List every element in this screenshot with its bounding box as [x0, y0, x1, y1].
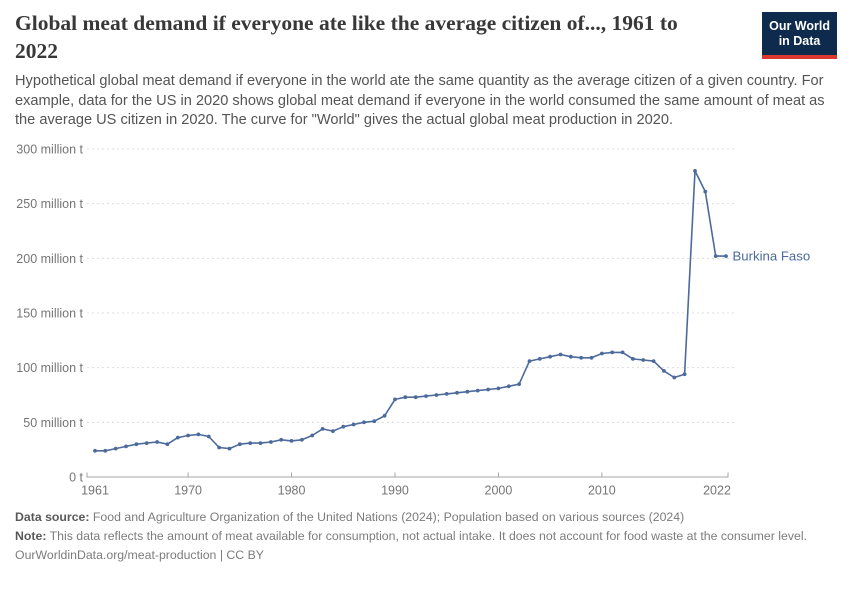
owid-logo: Our World in Data	[762, 12, 837, 59]
data-point	[475, 388, 480, 393]
data-point	[693, 169, 697, 173]
data-point	[300, 437, 304, 442]
data-point	[320, 427, 325, 431]
data-point	[93, 448, 97, 453]
data-point	[662, 369, 666, 373]
x-axis-label: 1990	[381, 484, 409, 498]
data-point	[351, 422, 356, 427]
data-point	[558, 352, 563, 357]
note-line: Note: This data reflects the amount of m…	[15, 527, 837, 546]
owid-logo-line2: in Data	[778, 34, 821, 48]
data-point	[600, 351, 604, 356]
chart-title: Global meat demand if everyone ate like …	[15, 11, 678, 63]
data-point	[279, 437, 284, 442]
y-axis-label: 150 million t	[16, 307, 83, 321]
data-point	[641, 358, 646, 362]
data-point	[434, 393, 439, 397]
data-point	[631, 357, 635, 361]
chart-footer: Data source: Food and Agriculture Organi…	[15, 508, 837, 565]
data-point	[186, 433, 191, 438]
data-point	[227, 446, 232, 451]
data-point	[672, 375, 677, 380]
y-axis-label: 0 t	[69, 471, 83, 485]
series-label-burkina-faso[interactable]: Burkina Faso	[733, 249, 811, 264]
data-point	[341, 424, 346, 429]
data-point	[393, 397, 397, 402]
data-point	[413, 395, 418, 400]
data-point	[610, 350, 615, 355]
line-chart: 0 t 50 million t 100 million t 150 million …	[16, 143, 811, 498]
chart-subtitle: Hypothetical global meat demand if every…	[15, 73, 825, 128]
trend-line[interactable]	[94, 170, 727, 452]
owid-logo-line1: Our World	[769, 19, 830, 33]
data-point	[424, 394, 428, 398]
y-axis-label: 200 million t	[16, 252, 83, 266]
x-axis-label: 1970	[174, 484, 202, 498]
x-axis-label: 1980	[278, 484, 306, 498]
y-axis-label: 250 million t	[16, 197, 83, 211]
data-point	[165, 442, 170, 447]
data-point	[248, 441, 253, 445]
data-source-line: Data source: Food and Agriculture Organi…	[15, 508, 837, 527]
data-point	[206, 434, 211, 439]
data-point	[144, 441, 149, 445]
y-axis-label: 100 million t	[16, 361, 83, 375]
data-point	[620, 350, 625, 355]
data-point	[331, 429, 335, 433]
data-point	[134, 442, 139, 447]
data-point	[724, 254, 728, 258]
data-point	[237, 442, 242, 447]
data-point	[196, 432, 201, 437]
data-point	[258, 441, 263, 445]
data-point	[589, 355, 594, 360]
x-axis-line	[86, 472, 729, 478]
data-point	[465, 389, 470, 394]
data-point	[289, 439, 294, 443]
data-point	[124, 444, 128, 449]
data-point	[682, 372, 687, 377]
data-point	[455, 390, 459, 395]
data-point	[382, 413, 387, 418]
data-point	[113, 446, 118, 451]
x-axis-label: 2010	[588, 484, 616, 498]
data-point	[403, 395, 408, 400]
data-point	[537, 357, 542, 361]
data-point	[486, 387, 490, 392]
data-point	[496, 386, 501, 391]
data-point	[703, 189, 708, 194]
data-point	[217, 445, 222, 450]
y-axis-label: 50 million t	[23, 416, 83, 430]
data-point	[362, 420, 366, 425]
data-point	[713, 254, 718, 258]
data-point	[310, 433, 315, 438]
x-axis-label: 1961	[81, 484, 109, 498]
data-point	[269, 440, 273, 444]
note-text: This data reflects the amount of meat av…	[46, 528, 807, 543]
note-label: Note:	[15, 528, 47, 543]
x-axis-label: 2022	[703, 484, 731, 498]
data-point	[506, 384, 511, 389]
data-point	[651, 359, 656, 363]
data-point	[175, 435, 180, 440]
data-point	[103, 448, 108, 453]
data-point	[579, 355, 584, 360]
data-point	[155, 440, 160, 444]
data-point	[568, 354, 573, 359]
data-source-label: Data source:	[15, 510, 90, 524]
data-point	[372, 419, 377, 424]
footer-link: OurWorldinData.org/meat-production | CC …	[15, 548, 265, 562]
x-axis-label: 2000	[485, 484, 513, 498]
y-axis-label: 300 million t	[16, 143, 83, 157]
data-point	[548, 354, 552, 359]
data-source-text: Food and Agriculture Organization of the…	[89, 510, 685, 524]
data-point	[527, 359, 532, 363]
data-point	[517, 382, 521, 386]
data-point	[444, 392, 449, 396]
